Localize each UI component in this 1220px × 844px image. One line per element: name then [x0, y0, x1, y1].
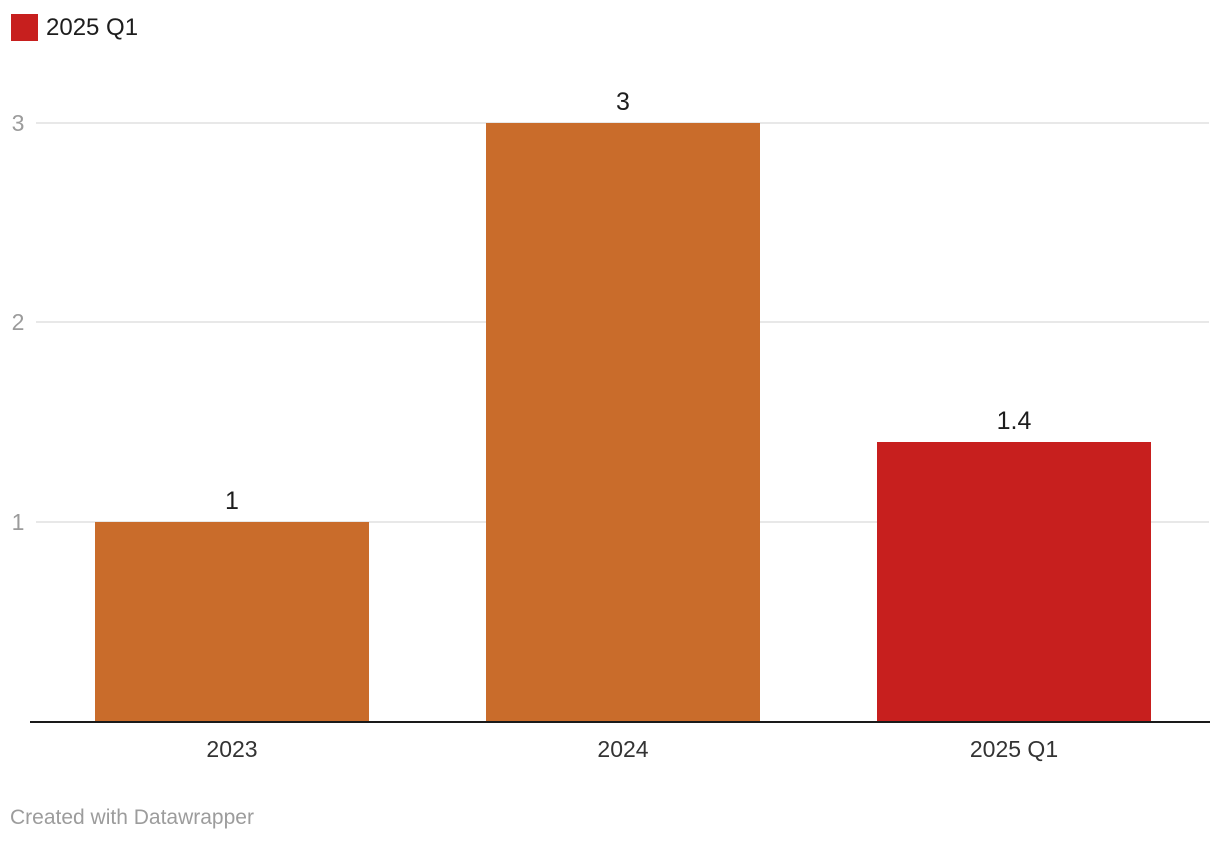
x-axis-category-label: 2023 [206, 736, 258, 762]
legend-label: 2025 Q1 [46, 14, 139, 41]
bar-value-label: 1 [225, 486, 239, 515]
bar-2024 [486, 123, 760, 721]
x-axis-baseline [30, 720, 1210, 723]
bar-value-label: 1.4 [996, 406, 1032, 435]
y-axis-tick-label: 3 [11, 110, 25, 136]
y-axis-tick-label: 1 [11, 508, 25, 535]
bar-2025-q1 [877, 441, 1151, 721]
chart-legend: 2025 Q1 [11, 14, 138, 41]
y-axis-tick-label: 2 [11, 309, 25, 336]
bar-2023 [95, 521, 369, 721]
x-axis-category-label: 2024 [597, 736, 649, 762]
datawrapper-credit: Created with Datawrapper [10, 806, 254, 829]
legend-swatch-2025-q1 [11, 14, 38, 41]
x-axis-category-label: 2025 Q1 [969, 736, 1059, 762]
bar-value-label: 3 [616, 88, 630, 116]
